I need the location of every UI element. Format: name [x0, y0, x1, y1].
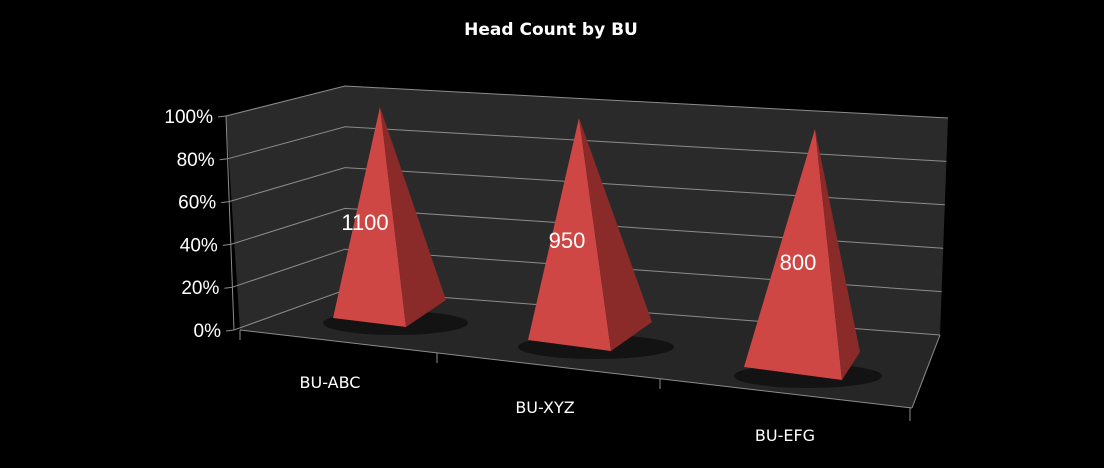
x-axis-labels: BU-ABC BU-XYZ BU-EFG [300, 373, 816, 445]
pyramid-bu-abc: 1100 [323, 107, 468, 335]
gridline [227, 126, 947, 162]
y-tick-label: 40% [180, 235, 218, 256]
y-tick-label: 20% [181, 278, 219, 299]
x-tick-label: BU-XYZ [515, 398, 574, 417]
side-wall [226, 86, 345, 330]
pyramid-side-face [579, 118, 652, 351]
pyramid-bu-xyz: 950 [518, 118, 674, 359]
gridline [230, 207, 944, 249]
data-label: 1100 [341, 210, 388, 235]
x-tick-label: BU-ABC [300, 373, 361, 392]
data-label: 950 [549, 228, 586, 253]
x-tick-label: BU-EFG [755, 426, 815, 445]
pyramid-front-face [333, 107, 406, 327]
gridline [225, 85, 949, 119]
y-tick-label: 80% [177, 150, 215, 171]
y-tick-label: 0% [194, 321, 222, 342]
y-tick-mark [224, 286, 233, 289]
pyramid-side-face [815, 129, 860, 380]
pyramid-front-face [744, 129, 842, 380]
pyramid-front-face [528, 118, 611, 351]
pyramid-side-face [380, 107, 446, 327]
pyramid-series: 1100 950 800 [323, 107, 882, 388]
gridline [232, 248, 942, 293]
y-tick-mark [221, 201, 230, 204]
y-tick-mark [225, 329, 235, 332]
y-tick-label: 100% [164, 107, 213, 128]
x-axis-line [239, 329, 913, 409]
y-tick-label: 60% [178, 193, 216, 214]
y-tick-mark [222, 243, 231, 246]
chart-title: Head Count by BU [464, 20, 638, 40]
y-tick-mark [217, 115, 227, 118]
y-tick-mark [219, 158, 228, 161]
pyramid-bu-efg: 800 [734, 129, 882, 388]
y-axis-line [225, 115, 235, 331]
floor-edge [911, 334, 941, 409]
y-axis-ticks: 0% 20% 40% 60% 80% 100% [164, 107, 221, 342]
gridline [229, 167, 945, 206]
gridlines [217, 85, 949, 421]
data-label: 800 [780, 250, 817, 275]
